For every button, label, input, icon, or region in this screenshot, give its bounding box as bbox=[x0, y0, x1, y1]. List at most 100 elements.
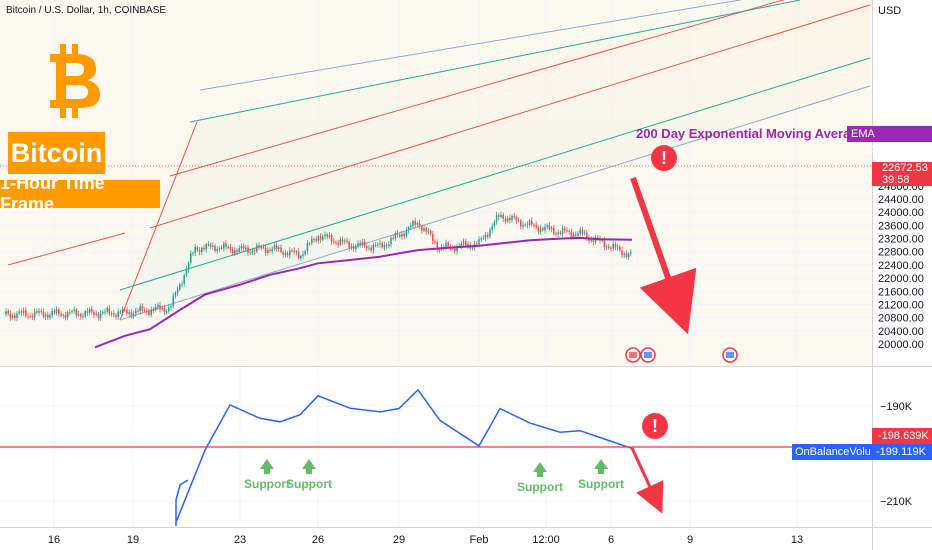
candle-body bbox=[284, 252, 287, 255]
candle-body bbox=[427, 231, 430, 233]
candle-body bbox=[346, 240, 348, 242]
candle-body bbox=[220, 248, 223, 250]
candle-body bbox=[381, 243, 383, 248]
candle-body bbox=[181, 284, 183, 286]
candle-body bbox=[273, 245, 276, 249]
candle-body bbox=[139, 306, 141, 311]
candle-body bbox=[86, 311, 89, 313]
candle-body bbox=[275, 245, 278, 249]
candle-body bbox=[586, 232, 588, 238]
candle-body bbox=[559, 232, 562, 234]
candle-body bbox=[106, 308, 108, 312]
obv-red-tag: -198.639K bbox=[872, 428, 932, 444]
candle-body bbox=[152, 309, 155, 311]
candle-body bbox=[322, 235, 324, 240]
candle-body bbox=[564, 228, 566, 231]
candle-body bbox=[612, 243, 614, 249]
candle-body bbox=[403, 233, 405, 237]
candle-body bbox=[128, 312, 130, 314]
candle-body bbox=[302, 254, 304, 256]
candle-body bbox=[95, 313, 97, 315]
candle-body bbox=[583, 232, 586, 234]
candle-body bbox=[174, 292, 177, 296]
y-tick-label: 22400.00 bbox=[878, 260, 924, 272]
candle-body bbox=[269, 249, 271, 251]
candle-body bbox=[249, 252, 251, 254]
candle-body bbox=[11, 315, 14, 318]
candle-body bbox=[625, 253, 628, 258]
candle-body bbox=[544, 226, 546, 231]
candle-body bbox=[73, 309, 75, 312]
candle-body bbox=[260, 247, 262, 249]
candle-body bbox=[412, 220, 414, 226]
candle-body bbox=[355, 246, 357, 250]
candle-body bbox=[493, 222, 496, 227]
candle-body bbox=[130, 312, 133, 317]
y-tick-label: 24400.00 bbox=[878, 194, 924, 206]
candle-body bbox=[513, 216, 515, 218]
candle-body bbox=[476, 243, 478, 245]
candle-body bbox=[377, 244, 379, 246]
candle-body bbox=[20, 311, 23, 313]
warning-icon bbox=[642, 413, 668, 439]
candle-body bbox=[9, 313, 12, 318]
candle-body bbox=[575, 234, 577, 236]
last-price-value: 22672.53 bbox=[882, 162, 928, 174]
channel-median-line bbox=[149, 4, 871, 229]
candle-body bbox=[282, 252, 284, 255]
candle-body bbox=[14, 315, 16, 319]
candle-body bbox=[597, 237, 599, 239]
candle-body bbox=[84, 311, 86, 317]
obv-tick-label: −210K bbox=[880, 496, 913, 508]
candle-body bbox=[396, 233, 399, 235]
candle-body bbox=[429, 231, 432, 235]
candle-body bbox=[44, 314, 47, 317]
candle-body bbox=[480, 238, 482, 240]
candle-body bbox=[209, 244, 212, 247]
candle-body bbox=[253, 250, 256, 252]
candle-body bbox=[203, 247, 205, 250]
candle-body bbox=[522, 225, 524, 227]
candle-body bbox=[359, 242, 361, 245]
candle-body bbox=[542, 228, 544, 231]
channel-upper-line bbox=[169, 0, 785, 177]
candle-body bbox=[454, 248, 456, 252]
obv-tick-label: −190K bbox=[880, 401, 913, 413]
obv-tag-label: OnBalanceVolume bbox=[792, 444, 886, 460]
candle-body bbox=[256, 245, 258, 252]
candle-body bbox=[185, 269, 188, 276]
candle-body bbox=[537, 227, 540, 232]
candle-body bbox=[88, 308, 91, 313]
candle-body bbox=[546, 225, 548, 227]
y-tick-label: 22000.00 bbox=[878, 273, 924, 285]
candle-body bbox=[568, 230, 570, 232]
candle-body bbox=[410, 225, 412, 228]
candle-body bbox=[445, 242, 447, 248]
candle-body bbox=[478, 239, 480, 245]
ema-line bbox=[94, 236, 633, 349]
candle-body bbox=[238, 248, 240, 252]
candle-body bbox=[432, 234, 434, 242]
candle-body bbox=[352, 246, 355, 250]
candle-body bbox=[348, 241, 350, 248]
candle-body bbox=[515, 216, 518, 221]
support-arrow-icon bbox=[260, 459, 274, 474]
candle-body bbox=[498, 215, 500, 217]
candle-body bbox=[335, 242, 337, 244]
candle-body bbox=[627, 253, 630, 258]
candle-body bbox=[436, 242, 438, 250]
candle-body bbox=[36, 311, 38, 313]
candle-body bbox=[405, 230, 408, 237]
candle-body bbox=[251, 250, 254, 253]
candle-body bbox=[509, 217, 511, 221]
candle-body bbox=[176, 289, 179, 293]
candle-body bbox=[194, 247, 196, 253]
candle-body bbox=[117, 311, 119, 317]
currency-label: USD bbox=[878, 5, 901, 17]
candle-body bbox=[75, 309, 78, 316]
support-label: Support bbox=[578, 477, 624, 491]
candle-body bbox=[168, 307, 170, 312]
candle-body bbox=[289, 250, 291, 256]
candle-body bbox=[33, 311, 36, 318]
